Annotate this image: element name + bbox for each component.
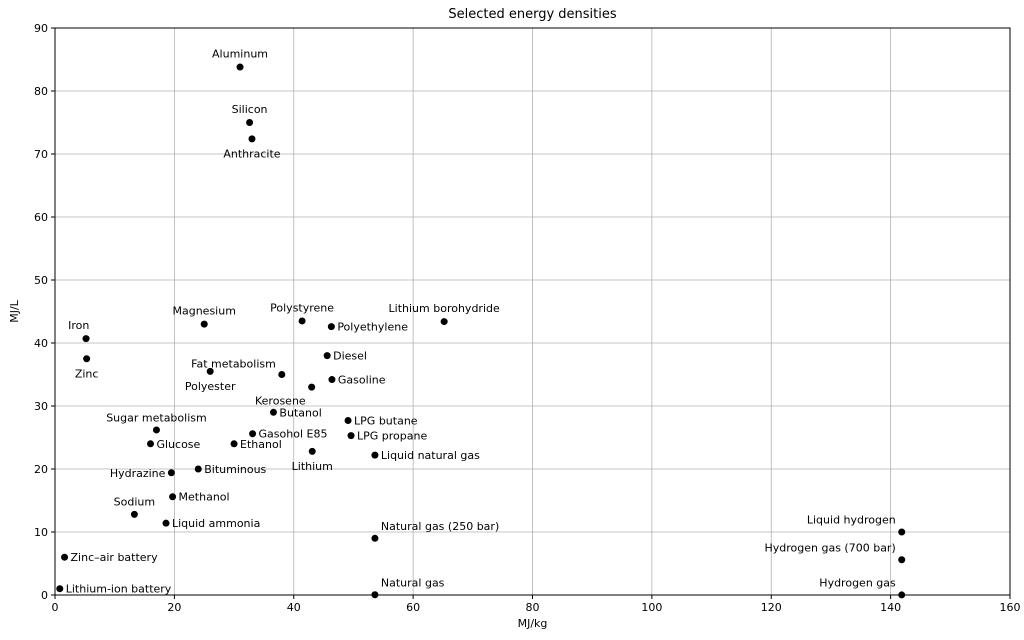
data-point-label: LPG propane [357,430,427,443]
data-point-label: LPG butane [354,414,418,427]
data-point-label: Polyethylene [337,321,408,334]
data-point [371,535,378,542]
data-point [345,417,352,424]
data-point [56,585,63,592]
data-point-label: Zinc–air battery [71,551,159,564]
xtick-label: 20 [167,601,181,614]
data-point [153,426,160,433]
data-point [246,119,253,126]
ytick-label: 0 [41,589,48,602]
data-point-label: Hydrogen gas (700 bar) [764,541,895,554]
data-point [898,591,905,598]
ytick-label: 80 [34,85,48,98]
data-point-label: Bituminous [204,463,266,476]
data-point [237,64,244,71]
data-point [131,511,138,518]
data-point [328,323,335,330]
data-point [898,529,905,536]
energy-density-scatter: 0 20 40 60 80 100 120 140 160 0 10 20 30 40 50 60 70 80 90… [0,0,1024,640]
data-point [324,352,331,359]
chart-title: Selected energy densities [448,7,616,22]
data-point [231,440,238,447]
data-point-label: Magnesium [173,305,236,318]
data-point-label: Butanol [279,406,321,419]
data-point [83,355,90,362]
data-point-label: Liquid hydrogen [807,514,896,527]
ytick-label: 40 [34,337,48,350]
ytick-label: 30 [34,400,48,413]
ytick-label: 10 [34,526,48,539]
xtick-label: 0 [52,601,59,614]
xtick-label: 60 [406,601,420,614]
data-point-label: Diesel [333,350,367,363]
xtick-label: 40 [287,601,301,614]
data-point-label: Natural gas [381,576,445,589]
data-point-label: Polyester [185,380,236,393]
data-point-label: Anthracite [223,147,280,160]
xtick-label: 140 [880,601,901,614]
ytick-label: 60 [34,211,48,224]
data-point [441,318,448,325]
data-point [898,556,905,563]
data-point-label: Iron [68,319,89,332]
data-point-label: Methanol [179,491,230,504]
data-point [83,335,90,342]
xtick-label: 80 [526,601,540,614]
ytick-label: 50 [34,274,48,287]
data-point [201,321,208,328]
data-point-label: Lithium borohydride [389,302,500,315]
data-point [309,448,316,455]
data-point-label: Sugar metabolism [106,412,207,425]
data-point [61,554,68,561]
xtick-label: 100 [641,601,662,614]
data-point [278,371,285,378]
data-point-label: Sodium [114,495,155,508]
data-point-label: Hydrazine [110,467,166,480]
data-point [207,368,214,375]
x-axis-label: MJ/kg [518,617,548,630]
data-point-label: Zinc [75,367,99,380]
data-point-label: Liquid ammonia [172,517,260,530]
data-point-label: Liquid natural gas [381,449,480,462]
data-point [308,384,315,391]
ytick-label: 90 [34,22,48,35]
data-point [249,430,256,437]
data-point [348,432,355,439]
data-point [147,440,154,447]
y-axis-label: MJ/L [8,299,21,322]
data-point [169,493,176,500]
data-point [371,591,378,598]
data-point-label: Hydrogen gas [819,577,896,590]
data-point [195,466,202,473]
data-point-label: Lithium-ion battery [66,583,172,596]
data-point-label: Silicon [232,103,268,116]
data-point-label: Aluminum [212,48,268,61]
ytick-label: 20 [34,463,48,476]
data-point-label: Ethanol [240,438,282,451]
data-point [371,452,378,459]
data-point-label: Polystyrene [270,301,334,314]
data-point-label: Gasoline [338,374,386,387]
data-point-label: Glucose [156,438,200,451]
data-point [248,135,255,142]
data-point [328,376,335,383]
xtick-label: 160 [1000,601,1021,614]
data-point-label: Natural gas (250 bar) [381,520,499,533]
xtick-label: 120 [761,601,782,614]
data-point [168,469,175,476]
data-point [270,409,277,416]
ytick-label: 70 [34,148,48,161]
data-point [299,317,306,324]
data-point [163,520,170,527]
data-point-label: Lithium [292,460,333,473]
data-point-label: Fat metabolism [191,357,276,370]
